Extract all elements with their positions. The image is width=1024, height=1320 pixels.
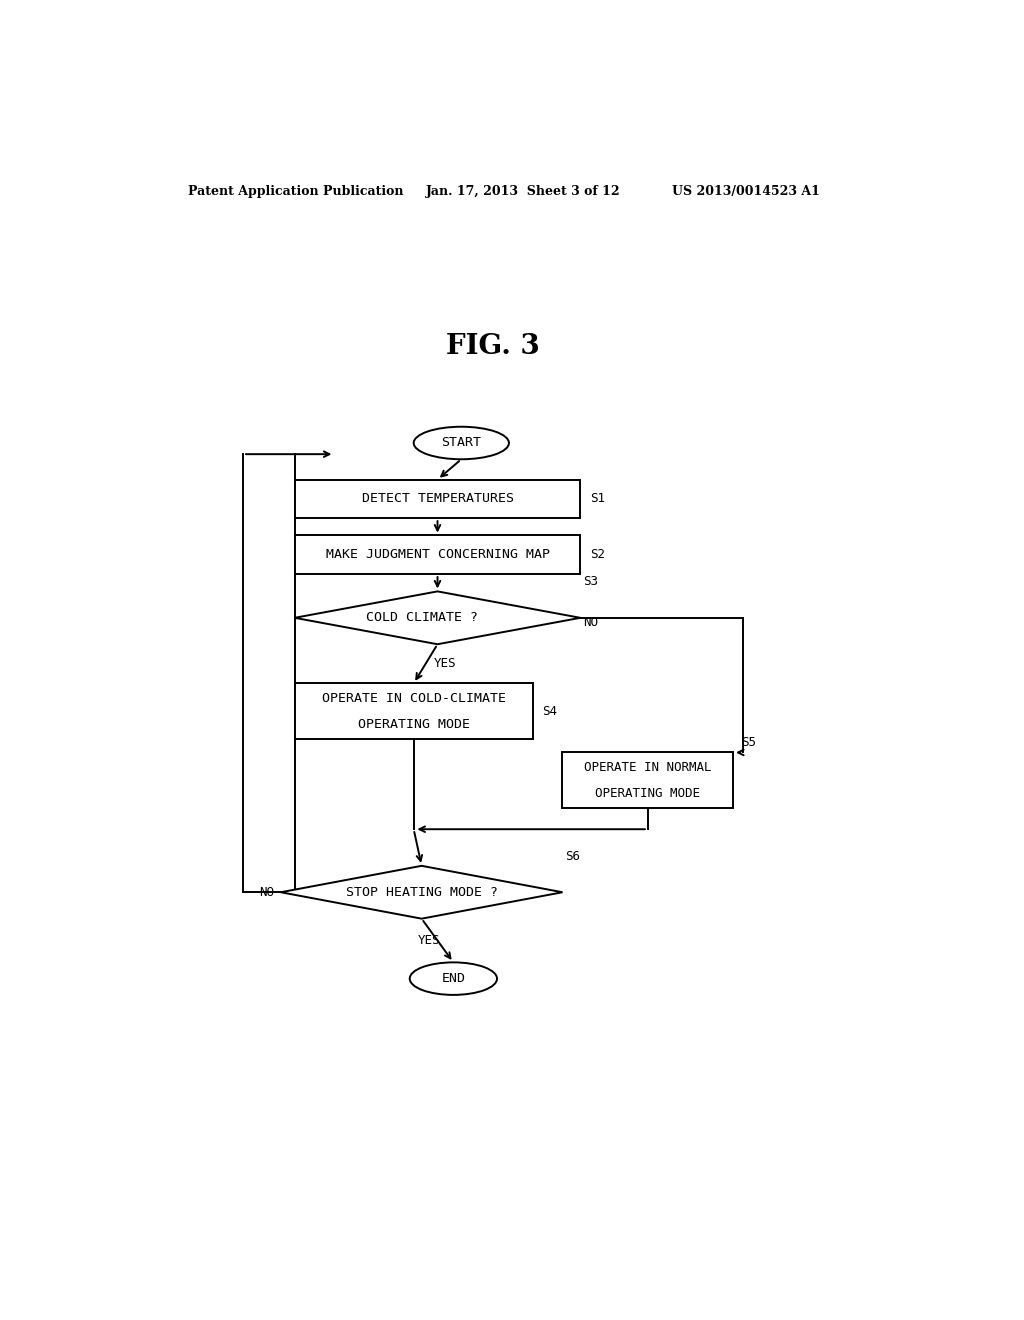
FancyBboxPatch shape <box>295 536 581 574</box>
Text: OPERATING MODE: OPERATING MODE <box>357 718 470 731</box>
Text: END: END <box>441 972 465 985</box>
Text: S4: S4 <box>543 705 557 718</box>
FancyBboxPatch shape <box>295 479 581 519</box>
Ellipse shape <box>410 962 497 995</box>
Text: STOP HEATING MODE ?: STOP HEATING MODE ? <box>346 886 498 899</box>
Text: START: START <box>441 437 481 450</box>
Text: YES: YES <box>418 935 440 946</box>
Text: FIG. 3: FIG. 3 <box>446 333 540 360</box>
Text: DETECT TEMPERATURES: DETECT TEMPERATURES <box>361 492 513 506</box>
Text: S6: S6 <box>565 850 580 863</box>
Polygon shape <box>281 866 562 919</box>
FancyBboxPatch shape <box>295 684 532 739</box>
Ellipse shape <box>414 426 509 459</box>
Text: MAKE JUDGMENT CONCERNING MAP: MAKE JUDGMENT CONCERNING MAP <box>326 548 550 561</box>
Text: COLD CLIMATE ?: COLD CLIMATE ? <box>366 611 477 624</box>
Text: NO: NO <box>259 886 274 899</box>
Text: S1: S1 <box>590 492 605 506</box>
Text: S2: S2 <box>590 548 605 561</box>
FancyBboxPatch shape <box>562 752 733 808</box>
Text: OPERATE IN NORMAL: OPERATE IN NORMAL <box>584 760 712 774</box>
Text: S5: S5 <box>741 737 756 750</box>
Text: Patent Application Publication: Patent Application Publication <box>187 185 403 198</box>
Text: YES: YES <box>433 657 456 671</box>
Text: US 2013/0014523 A1: US 2013/0014523 A1 <box>672 185 819 198</box>
Text: OPERATING MODE: OPERATING MODE <box>595 787 700 800</box>
Text: OPERATE IN COLD-CLIMATE: OPERATE IN COLD-CLIMATE <box>322 692 506 705</box>
Text: Jan. 17, 2013  Sheet 3 of 12: Jan. 17, 2013 Sheet 3 of 12 <box>426 185 621 198</box>
Text: S3: S3 <box>583 576 598 589</box>
Polygon shape <box>295 591 581 644</box>
Text: NO: NO <box>583 616 598 630</box>
